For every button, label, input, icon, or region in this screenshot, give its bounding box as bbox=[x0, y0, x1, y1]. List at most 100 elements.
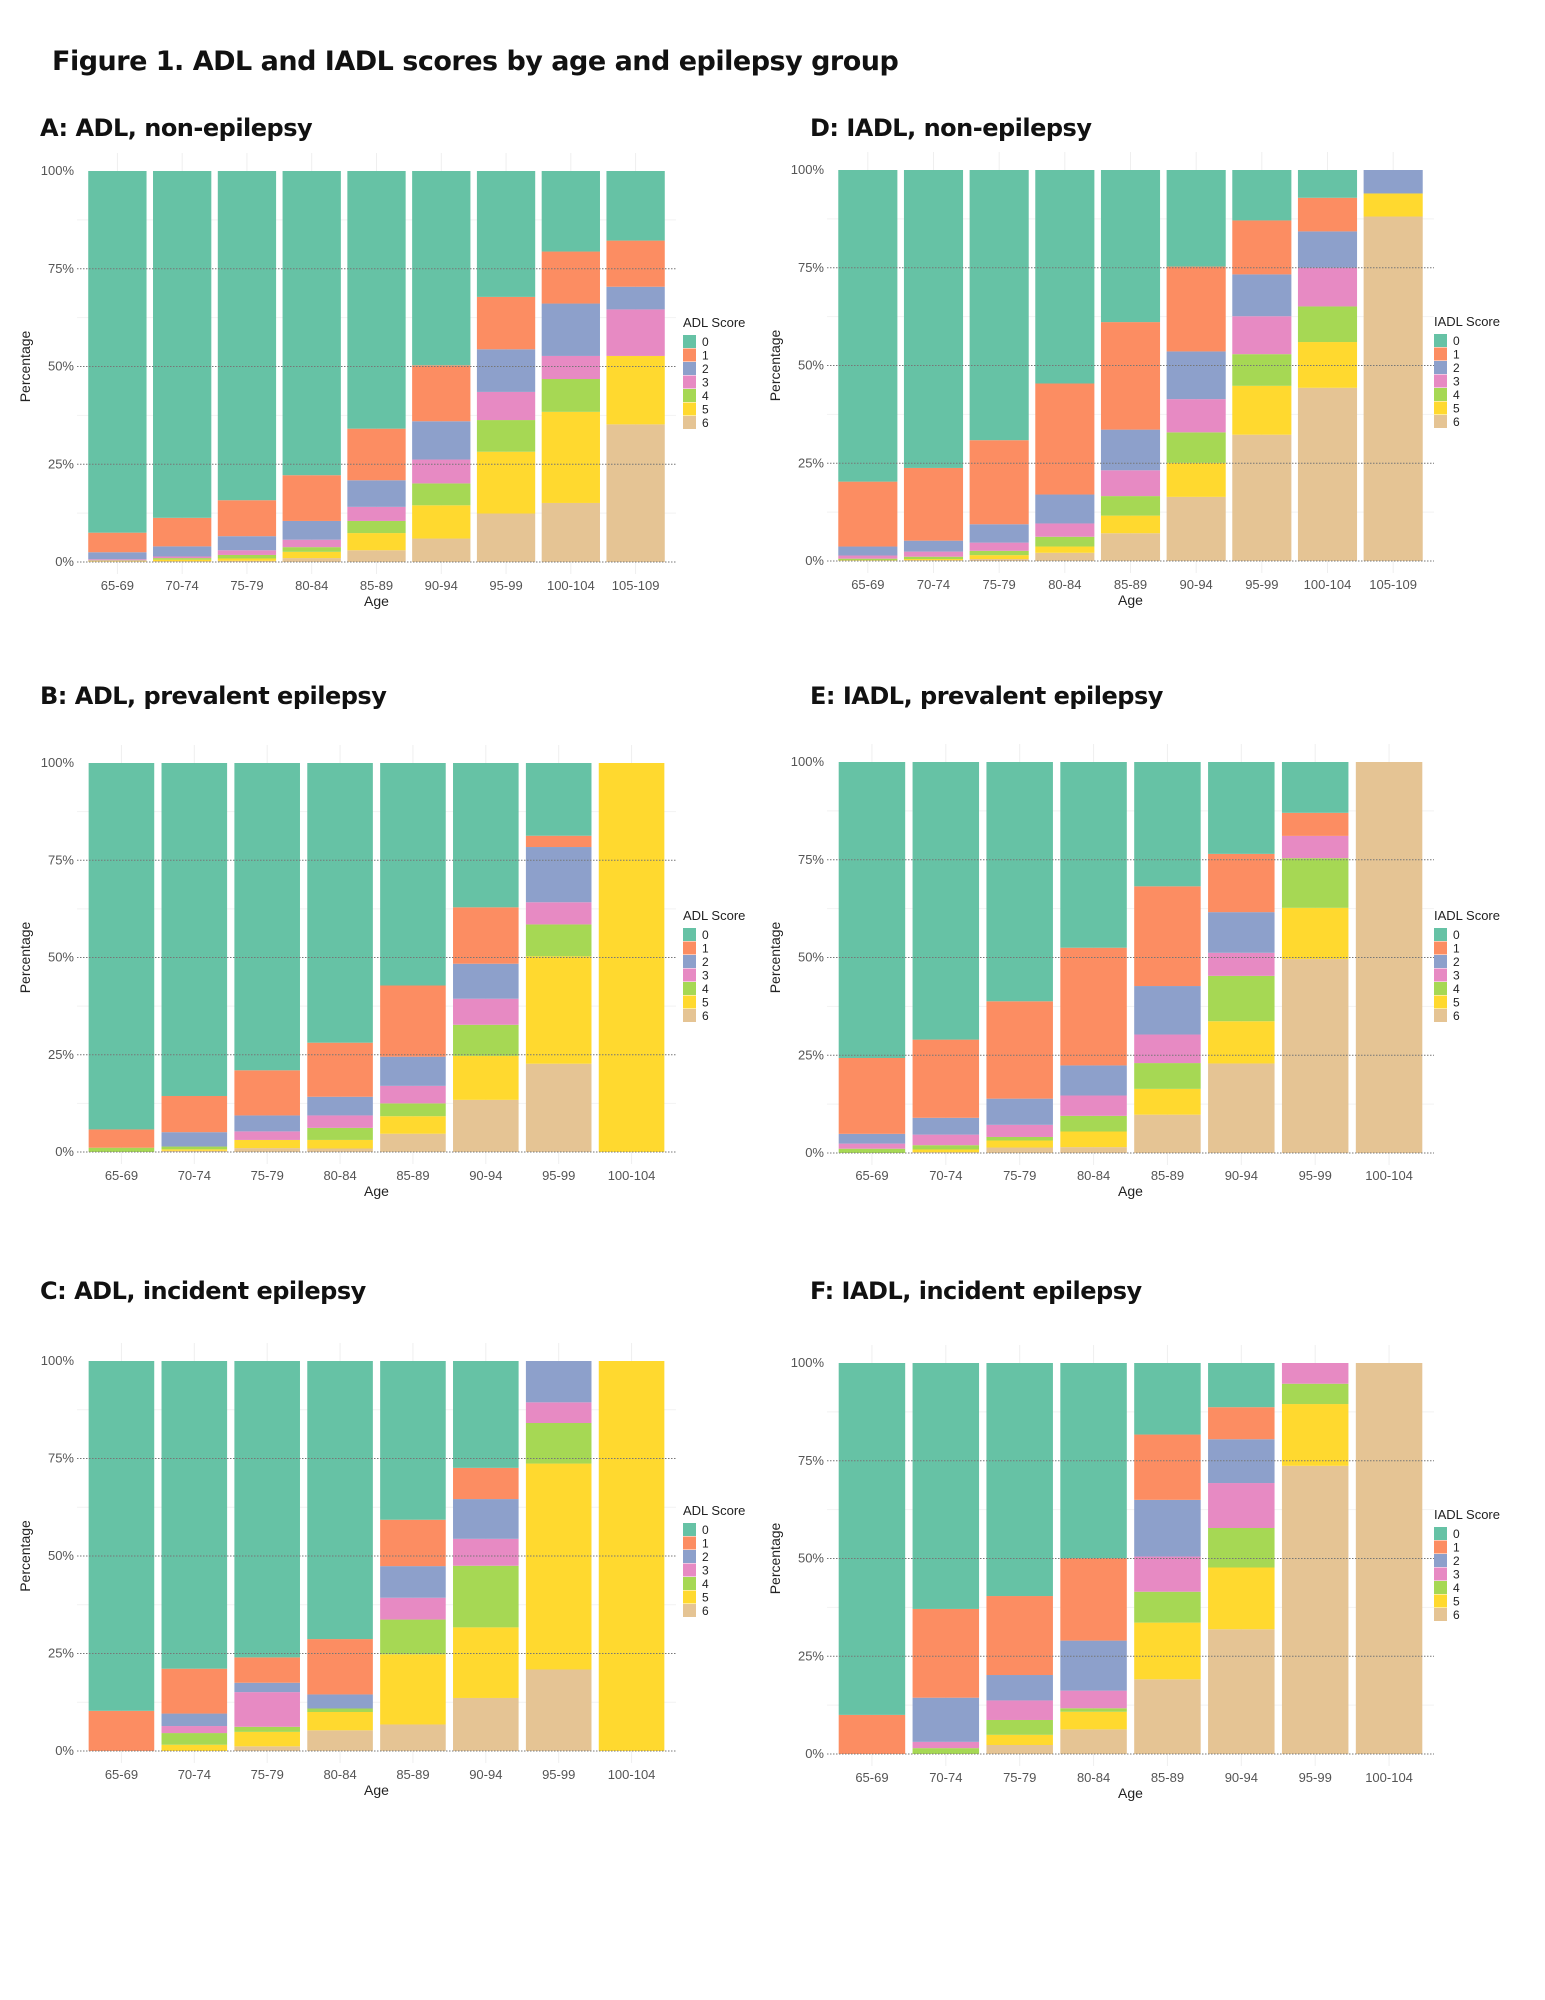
x-tick-label: 70-74 bbox=[929, 1770, 962, 1785]
bar-segment-90-94-score-1 bbox=[1208, 1407, 1275, 1440]
bar-segment-90-94-score-5 bbox=[1208, 1021, 1275, 1064]
bar-segment-90-94-score-3 bbox=[1208, 952, 1275, 976]
panel-title: B: ADL, prevalent epilepsy bbox=[40, 682, 387, 710]
bar-segment-75-79-score-5 bbox=[969, 555, 1029, 560]
bar-segment-65-69-score-1 bbox=[838, 1057, 906, 1134]
bar-segment-85-89-score-5 bbox=[1134, 1088, 1201, 1115]
bar-segment-65-69-score-3 bbox=[88, 559, 147, 561]
bar-segment-65-69-score-3 bbox=[838, 555, 898, 559]
bar-segment-100-104-score-5 bbox=[541, 411, 600, 503]
legend-swatch-5 bbox=[1434, 1594, 1447, 1608]
x-tick-label: 90-94 bbox=[469, 1168, 502, 1183]
bar-segment-100-104-score-1 bbox=[1297, 197, 1358, 232]
bar-segment-95-99-score-0 bbox=[476, 171, 536, 297]
legend-swatch-2 bbox=[1434, 955, 1447, 968]
legend-swatch-3 bbox=[683, 1563, 696, 1577]
bar-segment-70-74-score-2 bbox=[161, 1713, 228, 1727]
bar-segment-75-79-score-5 bbox=[217, 558, 277, 561]
chart-f: 0% 25% 50% 75% 100% 65-69 70-74 75-79 80-84 85-89… bbox=[770, 1345, 1500, 1801]
bar-segment-65-69-score-3 bbox=[838, 1143, 906, 1149]
legend-label-6: 6 bbox=[1453, 415, 1460, 429]
x-axis-title: Age bbox=[1118, 592, 1143, 608]
legend-swatch-3 bbox=[683, 968, 696, 982]
x-axis-title: Age bbox=[364, 1183, 389, 1199]
bar-segment-85-89-score-3 bbox=[1100, 470, 1161, 497]
bar-segment-80-84-score-0 bbox=[307, 1361, 373, 1640]
y-tick-label: 0% bbox=[55, 554, 74, 569]
bar-segment-85-89-score-6 bbox=[1134, 1679, 1201, 1754]
bar-segment-95-99-score-2 bbox=[525, 847, 592, 903]
bar-segment-85-89-score-1 bbox=[380, 985, 446, 1057]
bar-segment-105-109-score-6 bbox=[1363, 216, 1423, 561]
bar-segment-105-109-score-1 bbox=[606, 240, 665, 287]
bar-segment-85-89-score-2 bbox=[380, 1056, 446, 1086]
legend-swatch-0 bbox=[1434, 334, 1447, 347]
bar-segment-80-84-score-6 bbox=[307, 1148, 373, 1152]
bar-segment-95-99-score-0 bbox=[525, 763, 592, 836]
bar-segment-80-84-score-0 bbox=[307, 763, 373, 1043]
bar-segment-80-84-score-2 bbox=[307, 1694, 373, 1709]
legend-label-3: 3 bbox=[1453, 1568, 1460, 1582]
bar-segment-90-94-score-5 bbox=[1208, 1567, 1275, 1630]
bar-segment-70-74-score-3 bbox=[161, 1726, 228, 1734]
bar-segment-85-89-score-6 bbox=[1134, 1114, 1201, 1153]
bar-segment-75-79-score-2 bbox=[217, 536, 277, 551]
bar-segment-90-94-score-4 bbox=[412, 483, 471, 506]
legend-label-6: 6 bbox=[1453, 1009, 1460, 1023]
bar-segment-85-89-score-5 bbox=[1100, 515, 1161, 534]
bar-segment-65-69-score-0 bbox=[88, 1361, 155, 1711]
bar-segment-80-84-score-4 bbox=[307, 1127, 373, 1140]
bar-segment-80-84-score-1 bbox=[307, 1639, 373, 1695]
bar-segment-85-89-score-0 bbox=[1100, 170, 1161, 323]
legend-swatch-1 bbox=[683, 348, 696, 362]
bar-segment-90-94-score-5 bbox=[412, 505, 471, 539]
bar-segment-105-109-score-3 bbox=[606, 309, 665, 356]
legend-swatch-5 bbox=[683, 995, 696, 1009]
chart-a: 0% 25% 50% 75% 100% 65-69 70-74 75-79 80-84 85-89… bbox=[17, 153, 745, 609]
bar-segment-95-99-score-3 bbox=[525, 902, 592, 925]
bar-segment-80-84-score-6 bbox=[1060, 1147, 1127, 1153]
bar-segment-85-89-score-5 bbox=[1134, 1622, 1201, 1680]
bar-segment-70-74-score-1 bbox=[153, 517, 212, 547]
bar-segment-95-99-score-2 bbox=[525, 1361, 592, 1403]
y-axis-title: Percentage bbox=[17, 1520, 33, 1592]
bar-segment-85-89-score-0 bbox=[1134, 1363, 1201, 1435]
bar-segment-65-69-score-1 bbox=[88, 1710, 155, 1751]
bar-segment-80-84-score-5 bbox=[1035, 546, 1095, 553]
legend-swatch-2 bbox=[683, 362, 696, 375]
legend-swatch-5 bbox=[1434, 401, 1447, 415]
x-tick-label: 85-89 bbox=[1114, 577, 1147, 592]
bar-segment-85-89-score-3 bbox=[347, 506, 406, 521]
x-tick-label: 80-84 bbox=[1048, 577, 1081, 592]
bar-segment-80-84-score-6 bbox=[307, 1730, 373, 1751]
y-axis-title: Percentage bbox=[770, 921, 783, 993]
x-axis-title: Age bbox=[1118, 1785, 1143, 1801]
y-tick-label: 100% bbox=[791, 162, 825, 177]
bar-segment-95-99-score-1 bbox=[525, 835, 592, 848]
y-tick-label: 50% bbox=[48, 950, 74, 965]
bar-segment-75-79-score-3 bbox=[234, 1131, 300, 1140]
x-tick-label: 70-74 bbox=[178, 1168, 211, 1183]
y-tick-label: 25% bbox=[48, 456, 74, 471]
y-tick-label: 0% bbox=[55, 1144, 74, 1159]
x-tick-label: 95-99 bbox=[1299, 1770, 1332, 1785]
bar-segment-80-84-score-6 bbox=[1060, 1729, 1127, 1754]
legend-label-6: 6 bbox=[702, 1009, 709, 1023]
bar-segment-85-89-score-4 bbox=[347, 520, 406, 534]
bar-segment-90-94-score-2 bbox=[453, 963, 519, 999]
x-tick-label: 85-89 bbox=[396, 1168, 429, 1183]
bar-segment-85-89-score-4 bbox=[380, 1103, 446, 1117]
bar-segment-65-69-score-0 bbox=[838, 170, 898, 482]
y-tick-label: 100% bbox=[791, 754, 825, 769]
bar-segment-85-89-score-3 bbox=[380, 1597, 446, 1620]
bar-segment-90-94-score-1 bbox=[453, 1467, 519, 1500]
legend-label-0: 0 bbox=[1453, 334, 1460, 348]
bar-segment-95-99-score-3 bbox=[1281, 1363, 1349, 1384]
legend-label-1: 1 bbox=[1453, 348, 1460, 362]
bar-segment-85-89-score-2 bbox=[1134, 986, 1201, 1035]
bar-segment-75-79-score-2 bbox=[234, 1682, 300, 1693]
bar-segment-95-99-score-4 bbox=[525, 1423, 592, 1464]
legend-label-3: 3 bbox=[1453, 969, 1460, 983]
legend-label-4: 4 bbox=[1453, 982, 1460, 996]
bar-segment-85-89-score-1 bbox=[380, 1519, 446, 1567]
